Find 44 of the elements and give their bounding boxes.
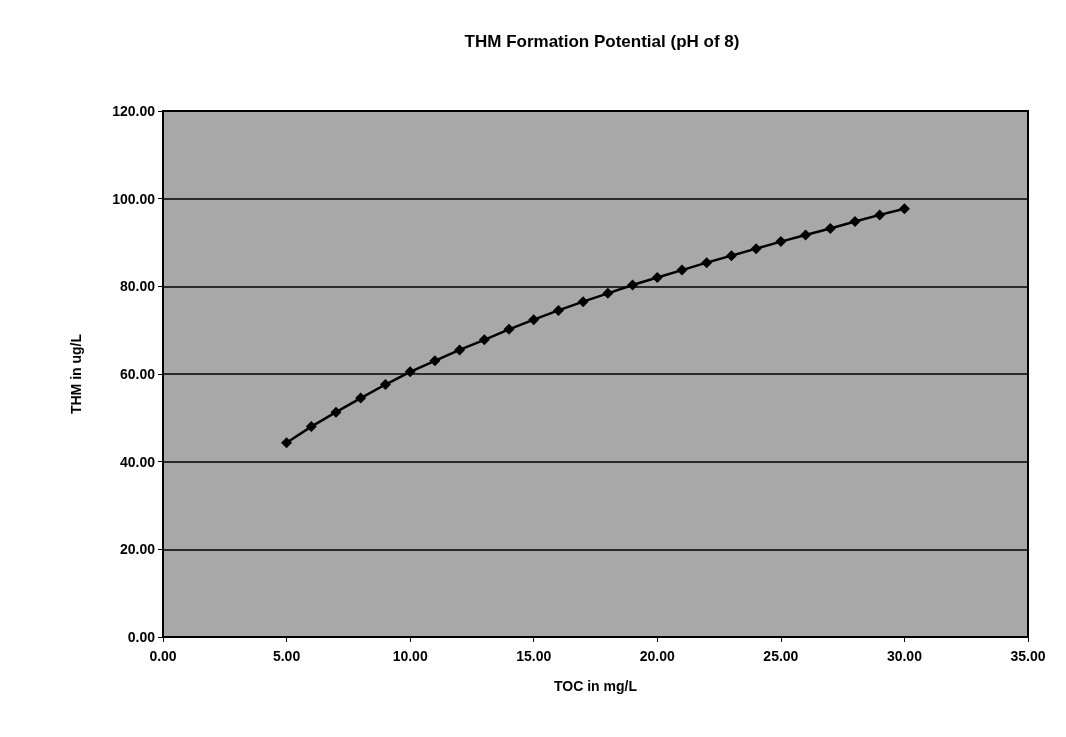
point [454,344,466,356]
y-tick-label: 40.00 [119,453,156,470]
y-tick-label: 120.00 [112,103,156,119]
point [281,437,293,449]
point [577,296,589,308]
x-tick-label: 25.00 [763,648,799,664]
point [602,287,614,299]
x-tick-label: 20.00 [639,648,676,664]
point [651,272,663,284]
y-tick-label: 100.00 [112,190,156,207]
point [552,304,564,316]
x-tick-label: 0.00 [149,648,177,664]
x-tick-label: 30.00 [886,648,923,664]
x-tick-label: 35.00 [1010,648,1046,664]
point [800,229,812,241]
x-axis-title: TOC in mg/L [554,678,638,694]
y-tick-label: 60.00 [119,366,156,382]
x-tick-label: 5.00 [272,648,301,664]
point [676,264,688,276]
x-tick-label: 15.00 [516,648,552,664]
point [898,203,910,215]
y-tick-label: 80.00 [119,278,156,295]
point [750,243,762,255]
point [404,366,416,378]
point [429,355,441,367]
x-tick-label: 10.00 [392,648,428,664]
point [355,392,367,404]
y-tick-label: 0.00 [127,629,156,645]
y-axis-title: THM in ug/L [68,333,84,415]
chart-title: THM Formation Potential (pH of 8) [464,32,740,51]
point [725,250,737,262]
point [528,314,540,326]
point [330,406,342,418]
point [824,222,836,234]
point [379,379,391,391]
point [305,421,317,433]
point [478,334,490,346]
point [503,323,515,335]
y-tick-label: 20.00 [119,541,156,558]
point [775,236,787,248]
point [701,257,713,269]
point [627,279,639,291]
point [849,215,861,227]
point [874,209,886,221]
